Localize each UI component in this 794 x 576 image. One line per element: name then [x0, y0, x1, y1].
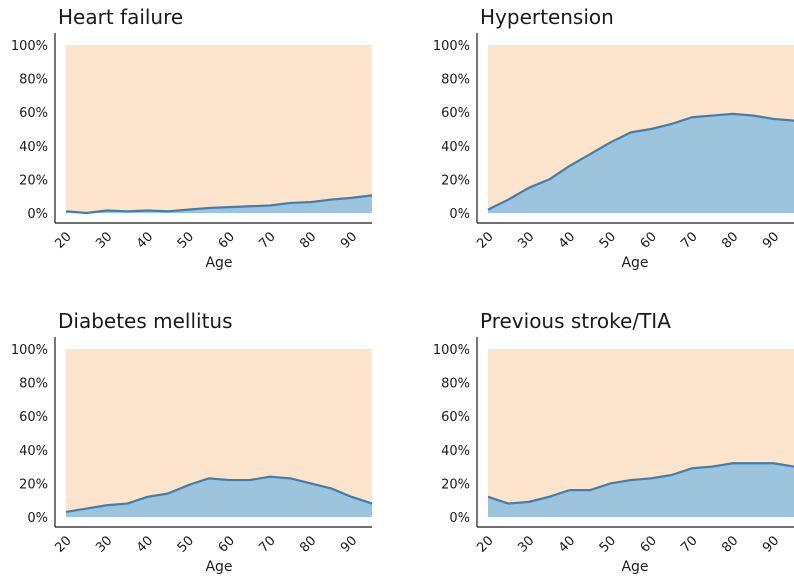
chart-series-line — [65, 475, 373, 514]
x-tick-label: 80 — [719, 229, 741, 251]
x-tick-label: 70 — [256, 533, 278, 555]
chart-background-area — [66, 45, 372, 213]
panel-title: Previous stroke/TIA — [480, 309, 671, 333]
x-tick-label: 20 — [52, 229, 74, 251]
chart-panel-2: 0% 20% 40% 60% 80% 100% 20 30 40 50 60 70 80 90 Age Hyp… — [433, 5, 794, 271]
y-tick-label: 80% — [441, 73, 470, 88]
x-tick-label: 90 — [760, 229, 782, 251]
y-tick-label: 20% — [19, 477, 48, 492]
x-tick-label: 20 — [474, 533, 496, 555]
panel-title: Diabetes mellitus — [58, 309, 233, 333]
x-tick-label: 60 — [638, 229, 660, 251]
chart-area-fill — [488, 113, 794, 213]
x-tick-label: 90 — [338, 533, 360, 555]
chart-series-line — [65, 194, 373, 215]
chart-panel-1: 0% 20% 40% 60% 80% 100% 20 30 40 50 60 70 80 90 Age Hea… — [11, 5, 373, 271]
y-tick-label: 60% — [19, 410, 48, 425]
x-axis-label: Age — [621, 255, 648, 271]
y-tick-label: 60% — [19, 106, 48, 121]
chart-area-fill — [66, 195, 372, 213]
y-tick-label: 20% — [441, 173, 470, 188]
panel-title: Hypertension — [480, 5, 614, 29]
x-axis-label: Age — [205, 255, 232, 271]
x-tick-label: 40 — [134, 229, 156, 251]
chart-series-line — [487, 112, 794, 211]
panel-title: Heart failure — [58, 5, 183, 29]
y-tick-label: 80% — [19, 73, 48, 88]
y-tick-label: 40% — [441, 444, 470, 459]
x-tick-label: 80 — [719, 533, 741, 555]
y-tick-label: 100% — [433, 39, 470, 54]
y-tick-label: 60% — [441, 410, 470, 425]
y-tick-label: 20% — [441, 477, 470, 492]
chart-series-line — [487, 462, 794, 505]
y-tick-label: 0% — [449, 207, 470, 222]
x-tick-label: 90 — [760, 533, 782, 555]
x-tick-label: 40 — [556, 229, 578, 251]
x-tick-label: 50 — [175, 533, 197, 555]
x-tick-label: 90 — [338, 229, 360, 251]
y-tick-label: 100% — [11, 39, 48, 54]
x-tick-label: 20 — [52, 533, 74, 555]
x-tick-label: 70 — [256, 229, 278, 251]
chart-area-fill — [66, 476, 372, 517]
x-tick-label: 60 — [638, 533, 660, 555]
chart-panel-4: 0% 20% 40% 60% 80% 100% 20 30 40 50 60 70 80 90 Age Pre… — [433, 309, 794, 575]
y-tick-label: 40% — [441, 140, 470, 155]
x-tick-label: 30 — [93, 533, 115, 555]
x-tick-label: 50 — [597, 533, 619, 555]
chart-panel-3: 0% 20% 40% 60% 80% 100% 20 30 40 50 60 70 80 90 Age Dia… — [11, 309, 373, 575]
x-tick-label: 50 — [597, 229, 619, 251]
x-tick-label: 20 — [474, 229, 496, 251]
x-axis-label: Age — [205, 559, 232, 575]
x-tick-label: 30 — [515, 533, 537, 555]
y-tick-label: 80% — [441, 377, 470, 392]
y-tick-label: 60% — [441, 106, 470, 121]
y-tick-label: 100% — [11, 343, 48, 358]
x-tick-label: 50 — [175, 229, 197, 251]
y-tick-label: 40% — [19, 140, 48, 155]
y-tick-label: 40% — [19, 444, 48, 459]
x-tick-label: 30 — [515, 229, 537, 251]
x-tick-label: 60 — [216, 533, 238, 555]
x-tick-label: 30 — [93, 229, 115, 251]
x-tick-label: 80 — [297, 533, 319, 555]
y-tick-label: 0% — [27, 207, 48, 222]
x-tick-label: 70 — [678, 533, 700, 555]
chart-area-fill — [488, 463, 794, 517]
y-tick-label: 0% — [449, 511, 470, 526]
x-axis-label: Age — [621, 559, 648, 575]
y-tick-label: 20% — [19, 173, 48, 188]
x-tick-label: 40 — [134, 533, 156, 555]
x-tick-label: 70 — [678, 229, 700, 251]
x-tick-label: 40 — [556, 533, 578, 555]
x-tick-label: 80 — [297, 229, 319, 251]
y-tick-label: 100% — [433, 343, 470, 358]
y-tick-label: 80% — [19, 377, 48, 392]
y-tick-label: 0% — [27, 511, 48, 526]
x-tick-label: 60 — [216, 229, 238, 251]
